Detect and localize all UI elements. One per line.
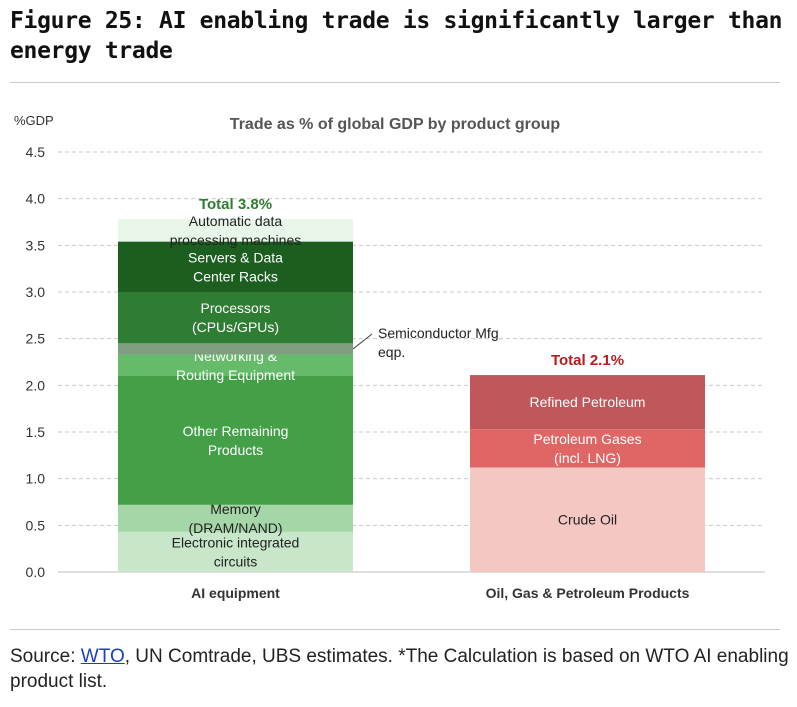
segment-label: Electronic integrated: [172, 534, 300, 550]
annotation-leader-line: [352, 333, 373, 350]
source-note: Source: WTO, UN Comtrade, UBS estimates.…: [10, 644, 790, 694]
total-label: Total 2.1%: [551, 352, 624, 369]
segment-label: Refined Petroleum: [530, 394, 646, 410]
bar-segment: [118, 531, 353, 572]
bar-segment: [118, 241, 353, 292]
bar-segment: [470, 375, 705, 430]
y-tick-label: 4.5: [26, 144, 46, 160]
segment-label: Automatic data: [189, 213, 283, 229]
source-prefix: Source:: [10, 646, 81, 667]
y-tick-label: 3.0: [26, 284, 46, 300]
segment-label: Processors: [200, 300, 270, 316]
segment-label: Petroleum Gases: [533, 431, 641, 447]
source-rest: , UN Comtrade, UBS estimates. *The Calcu…: [10, 646, 789, 692]
total-label: Total 3.8%: [199, 196, 272, 213]
y-tick-label: 1.5: [26, 424, 46, 440]
top-divider: [10, 82, 780, 83]
y-tick-label: 3.5: [26, 237, 46, 253]
bottom-divider: [10, 629, 780, 630]
bar-segment: [470, 467, 705, 572]
segment-label: Products: [208, 442, 263, 458]
y-tick-label: 0.0: [26, 564, 46, 580]
bar-segment: [118, 354, 353, 376]
y-tick-label: 1.0: [26, 471, 46, 487]
segment-label: (CPUs/GPUs): [192, 319, 279, 335]
segment-label: Other Remaining: [183, 423, 289, 439]
segment-label: (DRAM/NAND): [188, 520, 282, 536]
segment-label: circuits: [214, 553, 258, 569]
annotation-label: Semiconductor Mfg: [378, 325, 499, 341]
chart-title: Trade as % of global GDP by product grou…: [230, 116, 561, 133]
y-tick-label: 4.0: [26, 191, 46, 207]
y-tick-label: 2.0: [26, 377, 46, 393]
source-link-wto[interactable]: WTO: [80, 646, 125, 667]
x-tick-label: AI equipment: [191, 585, 280, 601]
segment-label: Servers & Data: [188, 249, 283, 265]
segment-label: processing machines: [170, 232, 302, 248]
bar-segment: [118, 219, 353, 242]
annotation-label: eqp.: [378, 344, 405, 360]
segment-label: (incl. LNG): [554, 450, 621, 466]
segment-label: Memory: [210, 501, 261, 517]
bar-segment: [118, 504, 353, 532]
figure-title: Figure 25: AI enabling trade is signific…: [10, 8, 783, 64]
bar-segment: [470, 429, 705, 468]
x-tick-label: Oil, Gas & Petroleum Products: [486, 585, 690, 601]
bar-segment: [118, 343, 353, 355]
segment-label: Routing Equipment: [176, 367, 295, 383]
segment-label: Center Racks: [193, 268, 278, 284]
bar-segment: [118, 376, 353, 505]
y-tick-label: 2.5: [26, 331, 46, 347]
bar-segment: [118, 292, 353, 344]
y-axis-label: %GDP: [14, 113, 54, 128]
stacked-bar-chart: Trade as % of global GDP by product grou…: [14, 113, 765, 601]
y-tick-label: 0.5: [26, 517, 46, 533]
segment-label: Crude Oil: [558, 512, 617, 528]
